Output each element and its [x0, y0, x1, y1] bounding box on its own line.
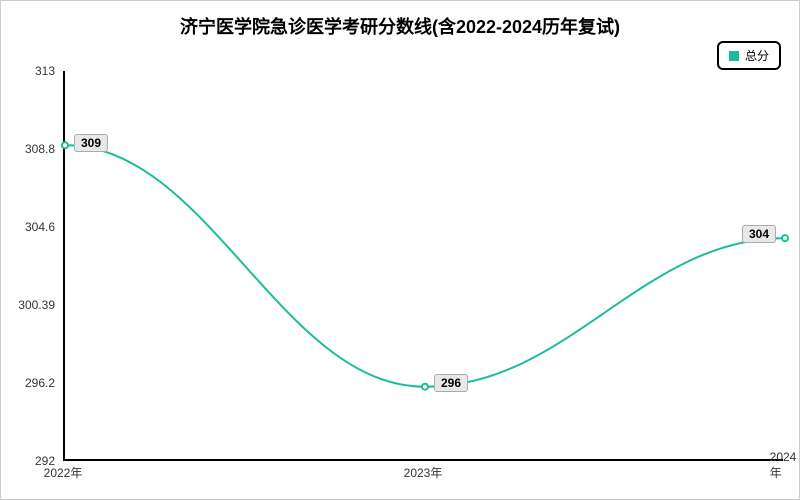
y-tick-label: 313	[5, 64, 55, 78]
data-value-label: 309	[74, 134, 108, 152]
y-tick-label: 296.2	[5, 376, 55, 390]
chart-title: 济宁医学院急诊医学考研分数线(含2022-2024历年复试)	[1, 13, 799, 39]
y-tick-label: 304.6	[5, 220, 55, 234]
data-value-label: 304	[742, 225, 776, 243]
legend-swatch	[729, 51, 739, 61]
legend-label: 总分	[745, 47, 769, 64]
data-marker	[62, 142, 68, 148]
x-tick-label: 2023年	[404, 464, 443, 481]
line-svg	[65, 71, 783, 459]
data-marker	[782, 235, 788, 241]
x-tick-label: 2022年	[44, 464, 83, 481]
legend: 总分	[717, 41, 781, 70]
series-line	[65, 145, 785, 386]
plot-area	[63, 71, 783, 461]
y-tick-label: 308.8	[5, 142, 55, 156]
y-tick-label: 300.39	[5, 298, 55, 312]
data-marker	[422, 384, 428, 390]
x-tick-label: 2024年	[770, 450, 797, 481]
chart-container: 济宁医学院急诊医学考研分数线(含2022-2024历年复试) 总分 292296…	[0, 0, 800, 500]
data-value-label: 296	[434, 374, 468, 392]
